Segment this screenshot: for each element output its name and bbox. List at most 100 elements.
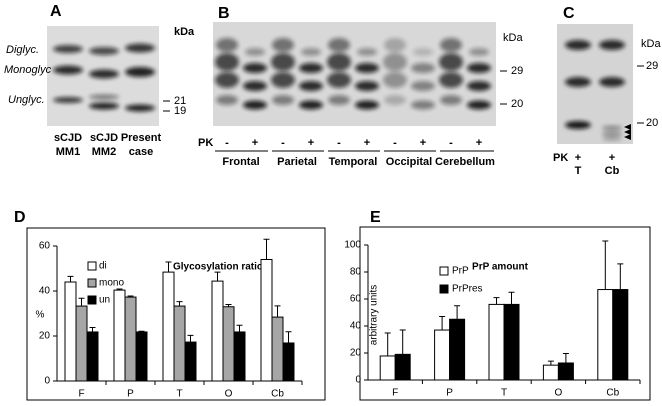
band [440, 38, 462, 52]
x-tick-label: Cb [271, 389, 284, 400]
legend-swatch [87, 278, 97, 288]
x-tick-label: P [446, 388, 453, 399]
lane-label: - [393, 137, 397, 149]
error-bar [138, 330, 145, 332]
bar [271, 316, 284, 382]
error-bar [439, 316, 446, 331]
region-label: Cerebellum [435, 156, 495, 168]
error-bar [263, 238, 270, 260]
band [467, 63, 491, 73]
blot-bands [53, 38, 625, 141]
band [565, 40, 591, 50]
band [272, 95, 294, 105]
x-tick-label: O [225, 389, 233, 400]
lane-label: + [364, 137, 370, 149]
x-tick-label: P [127, 389, 134, 400]
band [355, 81, 379, 91]
lane-label: + [420, 137, 426, 149]
lane-label: - [225, 137, 229, 149]
error-bar [285, 331, 292, 343]
band [602, 126, 622, 130]
legend-label: di [99, 261, 107, 272]
lane-label: - [281, 137, 285, 149]
bar [113, 289, 126, 382]
legend-swatch [87, 295, 97, 305]
band [467, 100, 491, 110]
marker-label: 29 [646, 60, 658, 72]
band [125, 67, 155, 77]
lane-label: + [252, 137, 258, 149]
unit: kDa [174, 26, 195, 38]
error-bar [67, 275, 74, 282]
bar [597, 289, 614, 381]
band [565, 77, 591, 87]
band [565, 121, 591, 129]
band [439, 72, 463, 88]
marker-label: 20 [646, 117, 658, 129]
lane-label: + [609, 152, 615, 164]
band [327, 53, 351, 71]
tissue-label: Cb [605, 165, 620, 177]
bar [379, 355, 396, 381]
lane-label: - [449, 137, 453, 149]
bar [184, 341, 197, 382]
bar [488, 303, 505, 381]
y-tick-label: 20 [39, 331, 51, 342]
band [357, 48, 377, 56]
error-bar [127, 295, 134, 298]
marker-dashes [163, 65, 644, 124]
bar [503, 303, 520, 381]
bar [260, 259, 273, 382]
bar [64, 281, 77, 382]
band [299, 63, 323, 73]
bar [542, 364, 559, 381]
panel-label: A [50, 3, 62, 20]
panel-label: D [14, 209, 26, 226]
band [411, 63, 435, 73]
treatment-label: PK [198, 137, 213, 149]
band [89, 47, 119, 55]
band [89, 94, 119, 100]
error-bar [493, 297, 500, 305]
band [53, 65, 83, 75]
marker-label: 29 [511, 65, 523, 77]
error-bar [562, 353, 569, 363]
error-bar [225, 304, 232, 307]
band [215, 53, 239, 71]
band [53, 97, 83, 103]
marker-label: 20 [511, 98, 523, 110]
legend-swatch [439, 284, 449, 294]
band [355, 100, 379, 110]
bar [233, 331, 246, 382]
panel-label: B [218, 5, 230, 22]
error-bar [547, 360, 554, 366]
legend-label: un [99, 295, 110, 306]
error-bar [617, 263, 624, 290]
bar [124, 296, 137, 382]
band [439, 53, 463, 71]
band [215, 72, 239, 88]
band [272, 38, 294, 52]
band [602, 137, 622, 141]
region-label: Frontal [222, 156, 259, 168]
band [89, 69, 119, 79]
chart-title: Glycosylation ratio [173, 262, 263, 273]
lane-label: Present [121, 132, 162, 144]
y-tick-label: 60 [350, 294, 362, 305]
band-label: Unglyc. [8, 94, 45, 106]
error-bar [78, 297, 85, 307]
lane-label: MM1 [56, 146, 80, 158]
band [271, 53, 295, 71]
error-bar [89, 326, 96, 332]
band [243, 100, 267, 110]
y-axis-label: % [36, 310, 45, 321]
band [384, 38, 406, 52]
lane-label: + [476, 137, 482, 149]
error-bar [399, 329, 406, 355]
band [328, 95, 350, 105]
band [89, 102, 119, 110]
arrowheads [624, 124, 631, 140]
x-tick-label: Cb [606, 388, 619, 399]
band [383, 53, 407, 71]
